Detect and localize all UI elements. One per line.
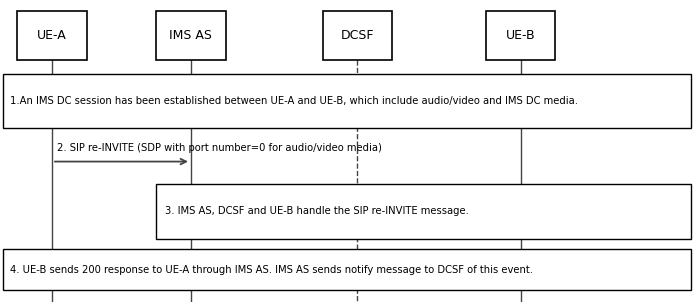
Text: UE-A: UE-A [37,29,67,42]
FancyBboxPatch shape [3,249,691,290]
FancyBboxPatch shape [17,11,87,60]
Text: 4. UE-B sends 200 response to UE-A through IMS AS. IMS AS sends notify message t: 4. UE-B sends 200 response to UE-A throu… [10,265,534,275]
Text: IMS AS: IMS AS [169,29,212,42]
Text: DCSF: DCSF [341,29,374,42]
FancyBboxPatch shape [156,184,691,239]
Text: 2. SIP re-INVITE (SDP with port number=0 for audio/video media): 2. SIP re-INVITE (SDP with port number=0… [57,143,382,153]
FancyBboxPatch shape [486,11,555,60]
Text: 1.An IMS DC session has been established between UE-A and UE-B, which include au: 1.An IMS DC session has been established… [10,96,578,106]
FancyBboxPatch shape [323,11,392,60]
Text: UE-B: UE-B [506,29,535,42]
Text: 3. IMS AS, DCSF and UE-B handle the SIP re-INVITE message.: 3. IMS AS, DCSF and UE-B handle the SIP … [165,206,469,217]
FancyBboxPatch shape [156,11,226,60]
FancyBboxPatch shape [3,74,691,128]
